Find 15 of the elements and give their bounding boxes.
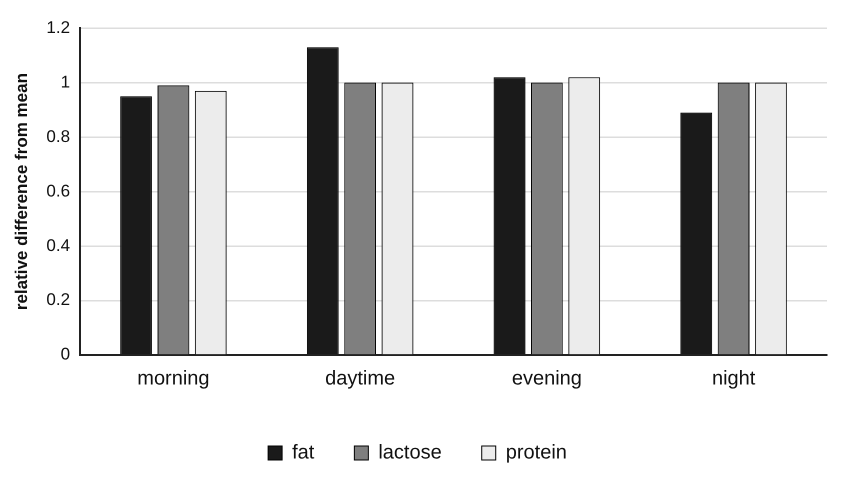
x-tick-label: morning (137, 368, 210, 390)
y-tick-label: 0.2 (46, 290, 70, 310)
x-tick-label: daytime (325, 368, 396, 390)
legend-label: fat (292, 442, 315, 464)
y-axis-title: relative difference from mean (12, 73, 31, 310)
x-tick-label: evening (512, 368, 582, 390)
y-tick-label: 1.2 (46, 18, 70, 37)
y-tick-label: 0 (60, 344, 70, 364)
y-tick-label: 0.8 (46, 126, 70, 146)
y-tick-label: 1 (60, 72, 70, 92)
y-tick-label: 0.4 (46, 236, 70, 255)
y-tick-label: 0.6 (46, 181, 70, 200)
x-tick-label: night (712, 368, 756, 390)
legend-label: lactose (378, 442, 442, 464)
legend-label: protein (506, 442, 567, 464)
